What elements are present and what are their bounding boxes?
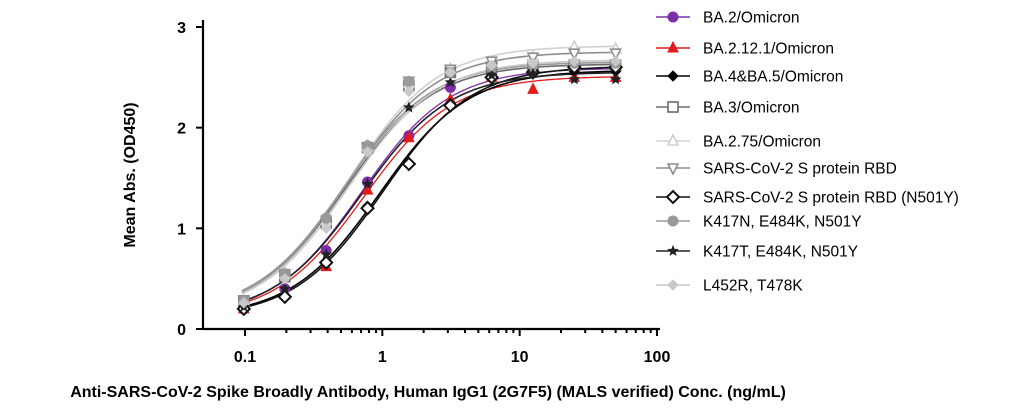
data-point (609, 55, 622, 67)
legend-marker (666, 133, 680, 146)
x-tick-label: 1 (378, 349, 387, 366)
data-point (403, 85, 415, 98)
y-tick-label: 1 (177, 221, 186, 238)
data-point (320, 248, 332, 260)
y-tick-label: 2 (177, 121, 186, 138)
legend: BA.2/Omicron BA.2.12.1/Omicron BA.4&BA.5/O… (656, 10, 959, 295)
series-curve (241, 76, 619, 305)
data-point (361, 177, 374, 189)
legend-label: BA.2.12.1/Omicron (703, 41, 834, 58)
data-point (442, 98, 458, 113)
data-point (444, 66, 457, 79)
legend-label: BA.3/Omicron (703, 100, 799, 117)
series-curve (241, 71, 619, 303)
series-curve (241, 66, 619, 309)
data-point (279, 272, 291, 285)
legend-label: BA.4&BA.5/Omicron (703, 69, 843, 86)
data-point (401, 156, 417, 172)
data-point (485, 69, 498, 81)
x-tick-label: 100 (644, 349, 671, 366)
legend-marker (667, 215, 679, 227)
legend-item: SARS-CoV-2 S protein RBD (656, 161, 897, 178)
series-curve (241, 70, 619, 308)
data-point (568, 48, 581, 61)
legend-label: L452R, T478K (703, 278, 803, 295)
data-point (277, 289, 293, 305)
data-point (238, 297, 250, 309)
markers-layer (236, 39, 624, 317)
legend-marker (667, 101, 679, 113)
series-curve (241, 68, 619, 303)
x-axis-title: Anti-SARS-CoV-2 Spike Broadly Antibody, … (70, 384, 786, 401)
data-point (609, 73, 622, 85)
legend-marker (667, 11, 679, 23)
legend-label: SARS-CoV-2 S protein RBD (703, 161, 897, 178)
legend-marker (666, 163, 680, 176)
data-point (361, 182, 374, 195)
data-point (320, 212, 332, 224)
series-curve (241, 45, 619, 293)
legend-marker (667, 70, 679, 82)
y-tick-label: 3 (177, 20, 186, 37)
legend-item: BA.3/Omicron (656, 100, 799, 117)
legend-label: BA.2.75/Omicron (703, 134, 821, 151)
data-point (568, 73, 581, 85)
data-point (527, 67, 539, 79)
legend-marker (667, 279, 679, 291)
x-tick-label: 0.1 (234, 349, 256, 366)
data-point (609, 48, 622, 61)
data-point (527, 82, 539, 94)
legend-item: K417N, E484K, N501Y (656, 214, 862, 231)
legend-item: BA.2.12.1/Omicron (656, 41, 834, 58)
series-curve (241, 59, 619, 295)
series-curve (241, 61, 619, 292)
series-curve (241, 51, 619, 292)
legend-item: BA.2/Omicron (656, 10, 799, 27)
legend-label: SARS-CoV-2 S protein RBD (N501Y) (703, 190, 959, 207)
data-point (403, 101, 415, 113)
data-point (403, 75, 415, 87)
y-tick-label: 0 (177, 322, 186, 339)
data-point (403, 130, 415, 143)
data-point (320, 222, 332, 235)
legend-label: K417T, E484K, N501Y (703, 244, 858, 261)
legend-marker (667, 244, 679, 256)
curves-layer (241, 45, 619, 309)
data-point (361, 146, 374, 158)
legend-item: BA.2.75/Omicron (656, 133, 821, 151)
data-point (279, 282, 291, 294)
x-tick-label: 10 (511, 349, 529, 366)
data-point (444, 76, 457, 88)
legend-marker (665, 189, 681, 205)
legend-item: K417T, E484K, N501Y (656, 244, 858, 261)
data-point (527, 57, 539, 69)
legend-item: BA.4&BA.5/Omicron (656, 69, 843, 86)
data-point (568, 55, 581, 67)
legend-item: L452R, T478K (656, 278, 803, 295)
legend-item: SARS-CoV-2 S protein RBD (N501Y) (656, 190, 959, 207)
legend-marker (667, 40, 679, 53)
ticks: 0 1 2 3 0.1 1 10 100 (177, 20, 670, 366)
data-point (318, 255, 334, 270)
series-curve (241, 63, 619, 293)
legend-label: K417N, E484K, N501Y (703, 214, 862, 231)
axes (201, 20, 660, 331)
data-point (485, 59, 498, 71)
y-axis-title: Mean Abs. (OD450) (122, 102, 139, 247)
legend-label: BA.2/Omicron (703, 10, 799, 27)
data-point (360, 200, 375, 216)
